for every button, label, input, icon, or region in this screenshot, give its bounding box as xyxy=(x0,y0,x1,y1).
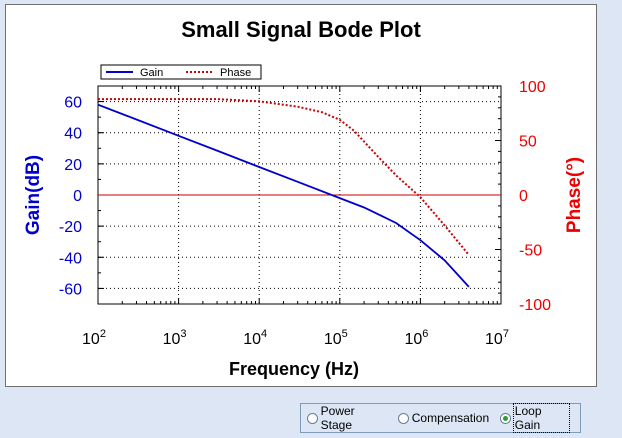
radio-circle-icon[interactable] xyxy=(397,412,409,424)
radio-loop-gain[interactable]: Loop Gain xyxy=(500,403,571,433)
legend-label-gain: Gain xyxy=(140,67,163,79)
x-tick-label: 102 xyxy=(82,328,106,348)
y-right-tick-label: 0 xyxy=(519,188,528,205)
x-tick-label: 106 xyxy=(404,328,428,348)
radio-label[interactable]: Loop Gain xyxy=(512,403,571,433)
legend-label-phase: Phase xyxy=(220,67,251,79)
x-tick-label: 103 xyxy=(163,328,187,348)
y-left-tick-label: -60 xyxy=(59,281,82,298)
chart-title: Small Signal Bode Plot xyxy=(181,17,421,42)
y-right-tick-label: -50 xyxy=(519,243,542,260)
plot-selector-group: Power Stage Compensation Loop Gain xyxy=(300,403,581,433)
radio-circle-icon[interactable] xyxy=(500,412,511,424)
y-right-tick-label: 100 xyxy=(519,79,546,96)
y-left-tick-label: 40 xyxy=(64,126,82,143)
y-right-tick-label: -100 xyxy=(519,297,551,314)
y-left-tick-label: -40 xyxy=(59,250,82,267)
x-tick-label: 104 xyxy=(243,328,267,348)
radio-circle-icon[interactable] xyxy=(307,412,318,424)
y-right-tick-label: 50 xyxy=(519,134,537,151)
radio-power-stage[interactable]: Power Stage xyxy=(307,404,387,432)
x-axis-label: Frequency (Hz) xyxy=(229,359,359,379)
radio-label[interactable]: Compensation xyxy=(411,411,490,425)
y-left-tick-label: -20 xyxy=(59,219,82,236)
bode-chart-frame: Small Signal Bode Plot 102 103 104 105 106 10… xyxy=(5,4,597,387)
y-left-tick-label: 60 xyxy=(64,95,82,112)
x-tick-label: 105 xyxy=(324,328,348,348)
y-axis-left-label: Gain(dB) xyxy=(23,155,44,235)
y-left-tick-label: 0 xyxy=(73,188,82,205)
bode-chart: Small Signal Bode Plot 102 103 104 105 106 10… xyxy=(23,17,585,379)
legend-box xyxy=(100,64,262,80)
y-left-tick-label: 20 xyxy=(64,157,82,174)
y-axis-right-label: Phase(°) xyxy=(564,157,585,233)
radio-label[interactable]: Power Stage xyxy=(320,404,355,432)
radio-compensation[interactable]: Compensation xyxy=(397,411,490,425)
x-tick-label: 107 xyxy=(485,328,509,348)
series-phase-line xyxy=(98,98,470,256)
series-gain-line xyxy=(97,103,470,288)
